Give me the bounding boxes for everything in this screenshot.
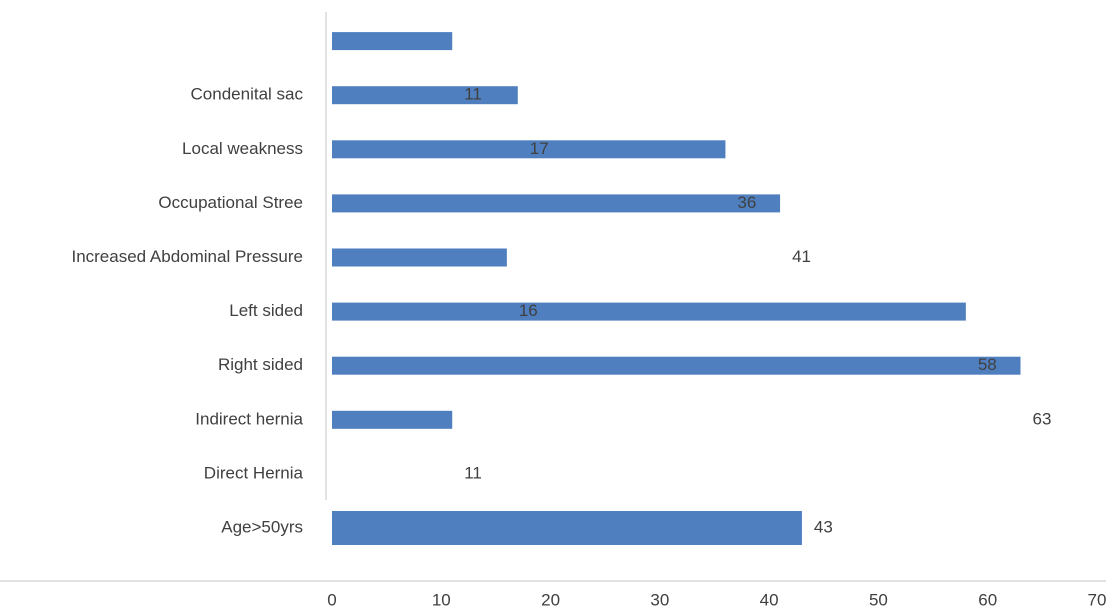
x-tick-label: 50 (869, 590, 888, 609)
x-tick-label: 60 (978, 590, 997, 609)
bar (332, 194, 781, 213)
y-tick-label: Occupational Stree (158, 193, 303, 212)
bar (332, 302, 966, 321)
bar (332, 511, 802, 545)
bar (332, 32, 453, 51)
data-label: 43 (814, 517, 833, 536)
bar (332, 140, 726, 159)
x-tick-label: 10 (432, 590, 451, 609)
data-label: 63 (1033, 409, 1052, 428)
data-label: 36 (737, 193, 756, 212)
y-tick-label: Direct Hernia (204, 463, 304, 482)
data-label: 41 (792, 247, 811, 266)
y-tick-label: Right sided (218, 355, 303, 374)
y-tick-label: Local weakness (182, 139, 303, 158)
bar (332, 86, 518, 105)
bar (332, 248, 507, 267)
y-tick-label: Condenital sac (191, 85, 304, 104)
data-label: 17 (530, 139, 549, 158)
data-label: 11 (464, 463, 482, 482)
y-tick-label: Indirect hernia (195, 409, 303, 428)
data-label: 16 (519, 301, 538, 320)
data-label: 58 (978, 355, 997, 374)
x-tick-label: 30 (650, 590, 669, 609)
data-label: 11 (464, 85, 482, 104)
bar (332, 356, 1021, 375)
bar (332, 410, 453, 429)
x-tick-label: 70 (1088, 590, 1106, 609)
x-tick-label: 0 (327, 590, 336, 609)
x-tick-label: 20 (541, 590, 560, 609)
x-tick-label: 40 (760, 590, 779, 609)
y-tick-label: Age>50yrs (221, 517, 303, 536)
y-tick-label: Increased Abdominal Pressure (71, 247, 303, 266)
y-tick-label: Left sided (229, 301, 303, 320)
